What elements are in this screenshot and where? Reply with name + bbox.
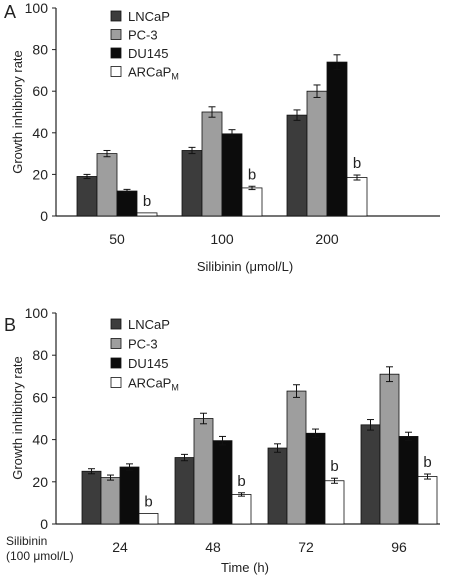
panel-b-significance-mark: b <box>423 454 431 471</box>
panel-a-legend-label: LNCaP <box>128 9 170 24</box>
panel-a-bar <box>76 176 98 217</box>
panel-b-significance-mark: b <box>237 473 245 490</box>
panel-a-legend-swatch <box>110 66 122 77</box>
panel-b-bar <box>193 418 214 525</box>
panel-b-significance-mark: b <box>144 493 152 510</box>
panel-b-category-label-line1: Silibinin <box>6 534 47 548</box>
panel-b-y-tick-label: 20 <box>32 474 48 490</box>
panel-b-x-tick-label: 96 <box>391 539 407 555</box>
panel-b-x-axis-title: Time (h) <box>221 560 269 575</box>
panel-b: B Growth inhibitory rate Time (h) Silibi… <box>4 305 440 575</box>
panel-a-label: A <box>4 2 16 22</box>
panel-b-bar <box>324 480 345 525</box>
panel-b-bar <box>267 447 288 525</box>
panel-a-bar <box>241 187 263 217</box>
panel-a-bar <box>221 133 243 217</box>
panel-a-y-tick-label: 0 <box>40 208 48 224</box>
panel-b-bar <box>286 390 307 525</box>
panel-b-legend-swatch <box>110 318 122 330</box>
panel-b-bar <box>100 477 121 525</box>
panel-b-y-tick-label: 0 <box>40 516 48 532</box>
panel-a-bar <box>136 212 158 217</box>
panel-b-x-tick-label: 48 <box>205 539 221 555</box>
panel-b-bar <box>138 513 159 525</box>
panel-a-x-tick-label: 50 <box>109 231 125 247</box>
panel-a-y-tick-label: 20 <box>32 166 48 182</box>
panel-b-bar <box>360 424 381 525</box>
panel-b-x-tick-label: 72 <box>298 539 314 555</box>
panel-b-y-axis-title: Growth inhibitory rate <box>10 356 25 480</box>
panel-b-legend-label: LNCaP <box>128 317 170 332</box>
panel-b-y-tick-label: 100 <box>25 305 49 321</box>
panel-a-significance-mark: b <box>143 193 151 210</box>
panel-b-legend-label: DU145 <box>128 356 168 371</box>
legend-subscript: M <box>171 383 179 393</box>
panel-a-bar <box>96 153 118 217</box>
panel-b-legend-label: PC-3 <box>128 337 158 352</box>
panel-b-bar <box>231 494 252 525</box>
panel-a-y-tick-label: 80 <box>32 42 48 58</box>
panel-b-label: B <box>4 315 16 335</box>
panel-a-legend-label: DU145 <box>128 46 168 61</box>
panel-a-legend-swatch <box>110 29 122 40</box>
panel-b-category-label-line2: (100 μmol/L) <box>6 549 74 563</box>
panel-b-x-tick-label: 24 <box>112 539 128 555</box>
panel-b-bar <box>174 457 195 525</box>
panel-b-bar <box>119 466 140 525</box>
panel-b-bar <box>305 432 326 525</box>
panel-b-legend-swatch <box>110 357 122 369</box>
legend-subscript: M <box>171 72 179 82</box>
panel-b-bar <box>212 440 233 525</box>
panel-b-y-tick-label: 60 <box>32 389 48 405</box>
panel-a-bar <box>346 177 368 217</box>
panel-a-significance-mark: b <box>353 155 361 172</box>
panel-a-legend-swatch <box>110 10 122 22</box>
panel-b-y-tick-label: 40 <box>32 432 48 448</box>
panel-a-bar <box>326 61 348 217</box>
panel-a-x-tick-label: 100 <box>210 231 234 247</box>
panel-b-bar <box>417 476 438 525</box>
panel-a-x-axis-title: Silibinin (μmol/L) <box>197 259 293 274</box>
panel-a-legend-label: PC-3 <box>128 28 158 43</box>
panel-a-significance-mark: b <box>248 166 256 183</box>
panel-a-bar <box>116 190 138 217</box>
panel-b-bar <box>398 436 419 525</box>
panel-b-legend-label: ARCaPM <box>128 376 179 393</box>
panel-a: A Growth inhibitory rate Silibinin (μmol… <box>4 0 440 274</box>
panel-a-legend-swatch <box>110 47 122 59</box>
panel-b-legend-swatch <box>110 377 122 388</box>
panel-b-bar <box>379 373 400 525</box>
panel-b-legend-swatch <box>110 338 122 349</box>
panel-a-y-tick-label: 100 <box>25 0 49 16</box>
panel-a-y-tick-label: 40 <box>32 125 48 141</box>
panel-a-bar <box>201 111 223 217</box>
panel-a-x-tick-label: 200 <box>315 231 339 247</box>
panel-a-bar <box>286 114 308 217</box>
panel-b-bar <box>81 470 102 525</box>
panel-a-y-axis-title: Growth inhibitory rate <box>10 50 25 174</box>
panel-a-legend-label: ARCaPM <box>128 65 179 82</box>
panel-b-y-tick-label: 80 <box>32 347 48 363</box>
panel-a-bar <box>181 150 203 217</box>
panel-a-y-tick-label: 60 <box>32 83 48 99</box>
panel-b-significance-mark: b <box>330 458 338 475</box>
panel-a-bar <box>306 90 328 217</box>
